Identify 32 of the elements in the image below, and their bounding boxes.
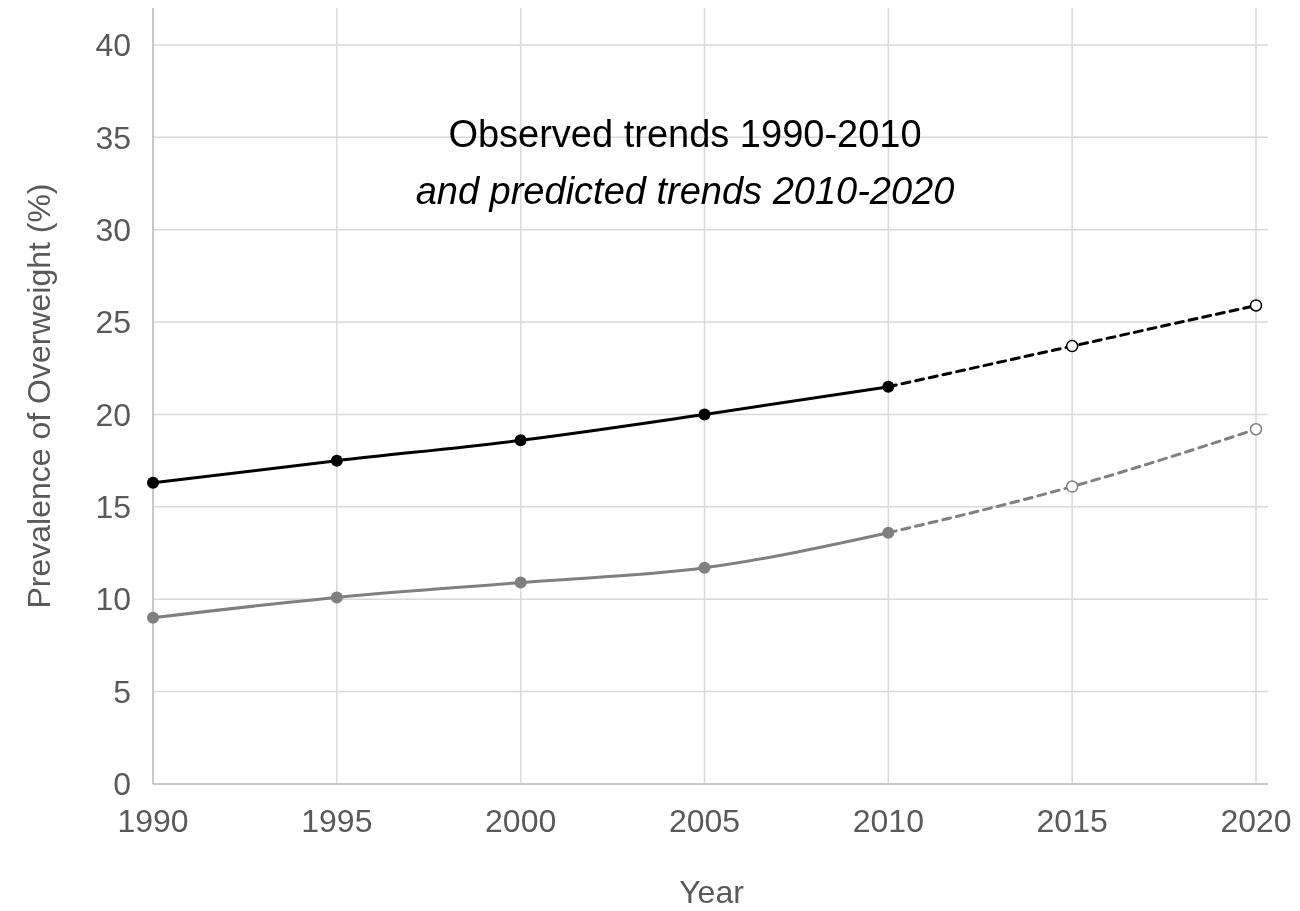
y-tick-label: 5 bbox=[113, 673, 131, 710]
y-tick-label: 20 bbox=[95, 396, 131, 433]
y-tick-label: 40 bbox=[95, 27, 131, 64]
text: Observed trends 1990-2010 bbox=[448, 113, 922, 155]
x-tick-label: 2005 bbox=[668, 803, 741, 839]
point bbox=[698, 408, 711, 421]
x-tick-label: 2000 bbox=[485, 803, 557, 839]
point bbox=[1249, 299, 1263, 312]
x-tick-label: 2010 bbox=[852, 803, 924, 839]
point bbox=[698, 561, 711, 574]
y-tick-label: 0 bbox=[113, 766, 131, 803]
point bbox=[514, 434, 527, 447]
x-tick-label: 1995 bbox=[301, 803, 373, 839]
x-axis-title: Year bbox=[679, 874, 745, 910]
point bbox=[147, 611, 159, 624]
point bbox=[514, 576, 527, 589]
point bbox=[1065, 480, 1079, 493]
x-tick-label: 1990 bbox=[117, 803, 189, 839]
text: and predicted trends 2010-2020 bbox=[415, 170, 955, 212]
x-tick-label: 2020 bbox=[1220, 803, 1292, 839]
point bbox=[330, 454, 343, 467]
y-axis-title: Prevalence of Overweight (%) bbox=[21, 183, 57, 609]
y-tick-label: 35 bbox=[95, 119, 131, 156]
y-tick-label: 15 bbox=[95, 489, 131, 526]
point bbox=[1065, 339, 1079, 353]
point bbox=[330, 591, 343, 604]
y-tick-label: 30 bbox=[95, 211, 131, 248]
x-tick-label: 2015 bbox=[1036, 803, 1108, 839]
point bbox=[147, 476, 159, 489]
y-tick-label: 25 bbox=[95, 304, 131, 341]
y-tick-label: 10 bbox=[95, 581, 131, 618]
point bbox=[1249, 423, 1263, 436]
